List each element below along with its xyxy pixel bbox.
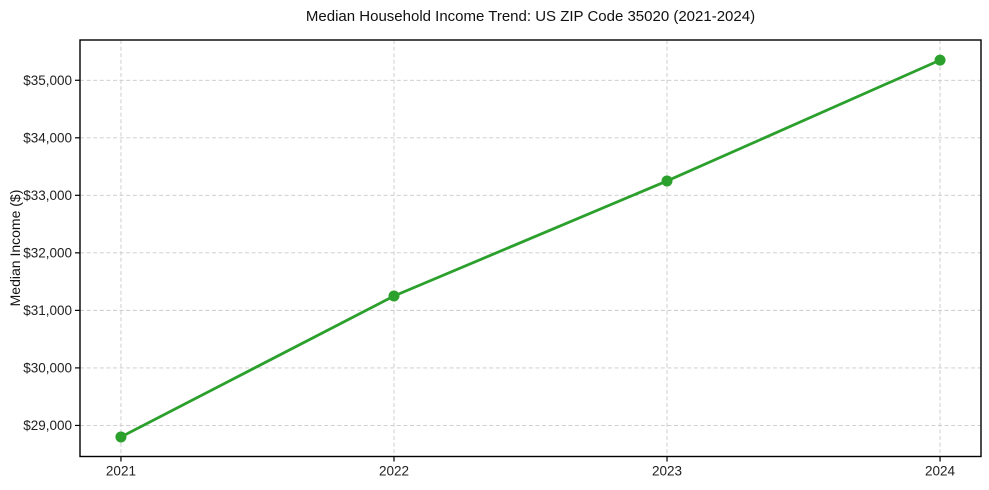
data-point (934, 54, 946, 66)
y-tick-label: $33,000 (23, 188, 72, 203)
y-tick-label: $34,000 (23, 130, 72, 145)
trend-line (119, 58, 942, 439)
data-point (661, 175, 673, 187)
y-tick-label: $32,000 (23, 245, 72, 260)
y-tick-label: $35,000 (23, 73, 72, 88)
x-tick-label: 2023 (652, 464, 682, 479)
x-tick-label: 2021 (106, 464, 136, 479)
data-point (115, 431, 127, 443)
y-tick-label: $29,000 (23, 418, 72, 433)
chart-title: Median Household Income Trend: US ZIP Co… (305, 8, 756, 25)
data-point (388, 290, 400, 302)
x-tick-label: 2024 (925, 464, 956, 479)
y-tick-label: $30,000 (23, 360, 72, 375)
y-tick-label: $31,000 (23, 303, 72, 318)
x-tick-label: 2022 (379, 464, 409, 479)
plot-frame (79, 39, 982, 458)
